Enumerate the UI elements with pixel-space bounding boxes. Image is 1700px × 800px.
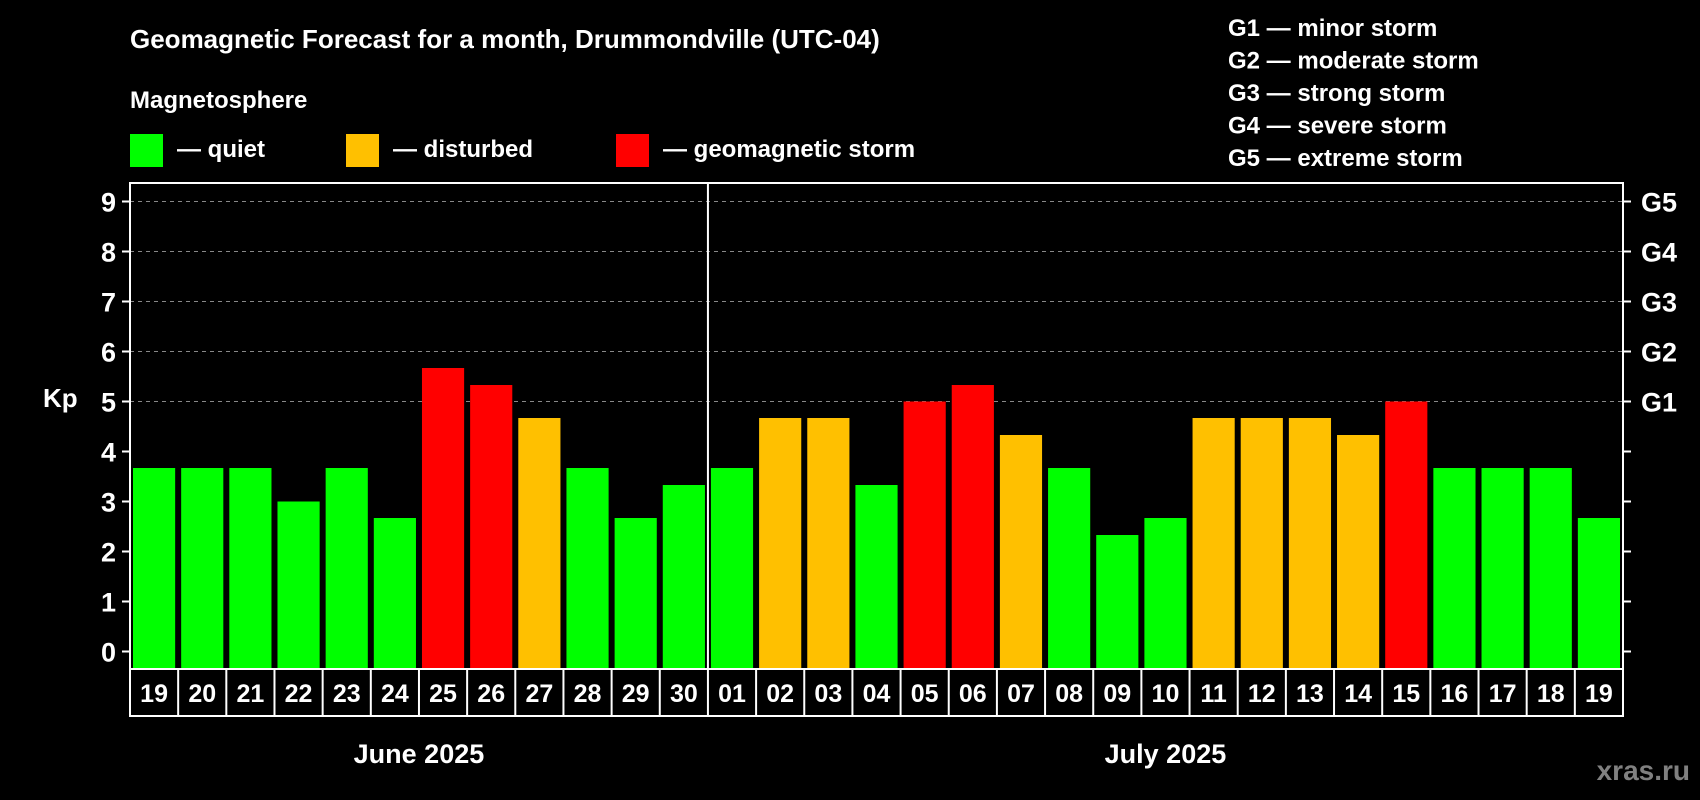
bar-quiet (1048, 468, 1091, 669)
bar-disturbed (759, 418, 802, 669)
day-label: 27 (525, 680, 553, 708)
day-label: 06 (959, 680, 987, 708)
bar-storm (470, 385, 513, 669)
bar-quiet (229, 468, 272, 669)
day-label: 24 (381, 680, 409, 708)
day-label: 07 (1007, 680, 1035, 708)
y-tick-label: 6 (101, 338, 116, 368)
y-tick-label: 2 (101, 538, 116, 568)
bar-quiet (1481, 468, 1524, 669)
day-label: 14 (1344, 680, 1372, 708)
bar-quiet (181, 468, 224, 669)
bar-quiet (325, 468, 368, 669)
y-tick-label: 9 (101, 188, 116, 218)
y-tick-label: 4 (101, 438, 116, 468)
day-label: 03 (814, 680, 842, 708)
y-tick-label: 8 (101, 238, 116, 268)
day-label: 04 (863, 680, 891, 708)
bar-storm (1385, 401, 1428, 669)
bar-disturbed (807, 418, 850, 669)
bar-quiet (710, 468, 754, 669)
legend-swatch (130, 134, 163, 167)
bar-quiet (855, 485, 898, 669)
day-axis-frame (129, 668, 1624, 717)
bar-quiet (277, 501, 320, 669)
day-label: 25 (429, 680, 457, 708)
y-tick-label: 0 (101, 638, 116, 668)
day-label: 28 (574, 680, 602, 708)
g-scale-legend: G1 — minor storm G2 — moderate storm G3 — … (1228, 15, 1479, 172)
bar-disturbed (999, 435, 1043, 669)
bar-storm (421, 368, 465, 669)
day-label: 08 (1055, 680, 1083, 708)
bar-quiet (1144, 518, 1187, 669)
day-label: 13 (1296, 680, 1324, 708)
legend: — quiet — disturbed — geomagnetic storm (130, 134, 915, 167)
legend-label: — quiet (177, 136, 265, 163)
month-label: July 2025 (1105, 739, 1227, 769)
day-label: 12 (1248, 680, 1276, 708)
y-tick-label: 1 (101, 588, 116, 618)
y-axis-label: Kp (43, 383, 78, 413)
bar-disturbed (1240, 418, 1283, 669)
legend-label: — geomagnetic storm (663, 136, 915, 163)
day-label: 15 (1392, 680, 1420, 708)
chart-title: Geomagnetic Forecast for a month, Drummo… (130, 24, 880, 54)
day-label: 21 (236, 680, 264, 708)
g-scale-item: G3 — strong storm (1228, 80, 1445, 107)
g-level-label: G3 (1641, 288, 1677, 318)
bar-quiet (1433, 468, 1476, 669)
day-label: 26 (477, 680, 505, 708)
day-label: 02 (766, 680, 794, 708)
y-tick-label: 5 (101, 388, 116, 418)
bar-quiet (566, 468, 609, 669)
bar-quiet (614, 518, 657, 669)
bar-disturbed (1337, 435, 1380, 669)
day-label: 11 (1200, 680, 1227, 708)
g-level-label: G1 (1641, 388, 1677, 418)
bar-quiet (133, 468, 176, 669)
day-label: 16 (1441, 680, 1469, 708)
day-label: 18 (1537, 680, 1565, 708)
day-label: 19 (140, 680, 168, 708)
watermark: xras.ru (1597, 755, 1690, 786)
y-tick-label: 3 (101, 488, 116, 518)
legend-swatch (346, 134, 379, 167)
g-scale-item: G5 — extreme storm (1228, 145, 1463, 172)
bar-disturbed (1288, 418, 1332, 669)
legend-title: Magnetosphere (130, 87, 307, 114)
bar-quiet (662, 485, 705, 669)
day-label: 01 (718, 680, 746, 708)
day-label: 30 (670, 680, 698, 708)
bar-quiet (1577, 518, 1620, 669)
y-tick-label: 7 (101, 288, 116, 318)
bar-storm (903, 401, 946, 669)
day-label: 20 (188, 680, 216, 708)
day-label: 29 (622, 680, 650, 708)
day-label: 22 (285, 680, 313, 708)
bar-disturbed (518, 418, 561, 669)
bar-quiet (1529, 468, 1572, 669)
g-level-label: G5 (1641, 188, 1677, 218)
legend-label: — disturbed (393, 136, 533, 163)
bar-quiet (373, 518, 416, 669)
day-label: 09 (1103, 680, 1131, 708)
day-label: 05 (911, 680, 939, 708)
bar-storm (951, 385, 994, 669)
bar-disturbed (1192, 418, 1235, 669)
g-scale-item: G4 — severe storm (1228, 113, 1447, 140)
g-level-label: G2 (1641, 338, 1677, 368)
day-label: 23 (333, 680, 361, 708)
legend-swatch (616, 134, 649, 167)
bar-quiet (1096, 535, 1139, 669)
day-label: 17 (1489, 680, 1517, 708)
day-label: 19 (1585, 680, 1613, 708)
g-level-label: G4 (1641, 238, 1677, 268)
g-scale-item: G1 — minor storm (1228, 15, 1437, 42)
g-scale-item: G2 — moderate storm (1228, 48, 1479, 75)
day-label: 10 (1152, 680, 1180, 708)
month-label: June 2025 (354, 739, 485, 769)
